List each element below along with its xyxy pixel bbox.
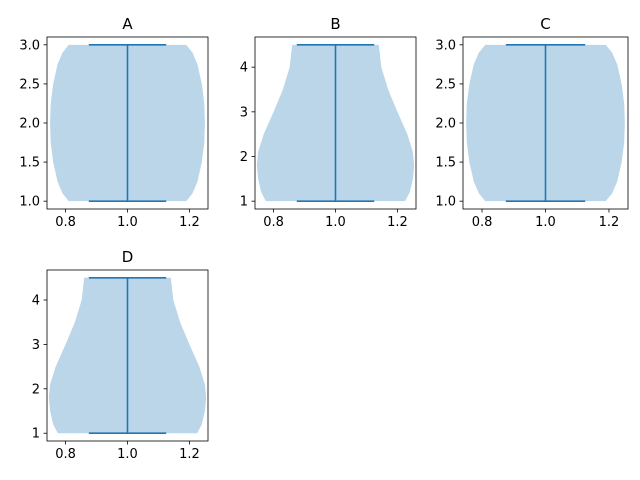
subplot-title-a: A <box>122 15 133 33</box>
y-tick-label-a: 2.0 <box>19 117 40 132</box>
x-tick-label-b: 0.8 <box>263 215 284 230</box>
y-tick-label-a: 2.5 <box>19 77 40 92</box>
y-tick-label-c: 2.0 <box>435 117 456 132</box>
x-tick-label-c: 1.0 <box>535 215 556 230</box>
x-tick-label-a: 1.2 <box>179 215 200 230</box>
y-tick-label-b: 1 <box>240 195 248 210</box>
y-tick-label-a: 1.0 <box>19 195 40 210</box>
subplot-d: 0.8 1.0 1.2 1 2 3 4 D <box>32 248 209 462</box>
y-tick-label-c: 1.0 <box>435 195 456 210</box>
subplot-c: 0.8 1.0 1.2 1.0 1.5 2.0 2.5 3.0 C <box>435 15 629 230</box>
y-tick-label-b: 4 <box>240 61 248 76</box>
subplot-title-d: D <box>122 248 134 266</box>
x-tick-label-c: 1.2 <box>599 215 620 230</box>
ticks-a: 0.8 1.0 1.2 1.0 1.5 2.0 2.5 3.0 <box>19 38 199 230</box>
x-tick-label-d: 0.8 <box>55 447 76 462</box>
violin-a <box>50 44 205 202</box>
subplot-b: 0.8 1.0 1.2 1 2 3 4 B <box>240 15 417 230</box>
y-tick-label-b: 2 <box>240 150 248 165</box>
x-tick-label-c: 0.8 <box>472 215 493 230</box>
violin-b <box>256 44 415 202</box>
y-tick-label-d: 1 <box>32 427 40 442</box>
y-tick-label-d: 2 <box>32 382 40 397</box>
y-tick-label-d: 3 <box>32 338 40 353</box>
x-tick-label-d: 1.0 <box>117 447 138 462</box>
y-tick-label-b: 3 <box>240 105 248 120</box>
y-tick-label-c: 2.5 <box>435 77 456 92</box>
subplot-a: 0.8 1.0 1.2 1.0 1.5 2.0 2.5 3.0 A <box>19 15 209 230</box>
x-tick-label-a: 1.0 <box>117 215 138 230</box>
x-tick-label-a: 0.8 <box>55 215 76 230</box>
x-tick-label-d: 1.2 <box>179 447 200 462</box>
y-tick-label-c: 3.0 <box>435 38 456 53</box>
ticks-b: 0.8 1.0 1.2 1 2 3 4 <box>240 61 408 230</box>
y-tick-label-c: 1.5 <box>435 156 456 171</box>
y-tick-label-a: 3.0 <box>19 38 40 53</box>
x-tick-label-b: 1.2 <box>387 215 408 230</box>
violin-c <box>466 44 625 202</box>
subplot-title-b: B <box>330 15 340 33</box>
ticks-d: 0.8 1.0 1.2 1 2 3 4 <box>32 293 200 462</box>
y-tick-label-d: 4 <box>32 293 40 308</box>
ticks-c: 0.8 1.0 1.2 1.0 1.5 2.0 2.5 3.0 <box>435 38 619 230</box>
subplot-title-c: C <box>540 15 550 33</box>
x-tick-label-b: 1.0 <box>325 215 346 230</box>
violin-d <box>48 276 207 435</box>
y-tick-label-a: 1.5 <box>19 156 40 171</box>
